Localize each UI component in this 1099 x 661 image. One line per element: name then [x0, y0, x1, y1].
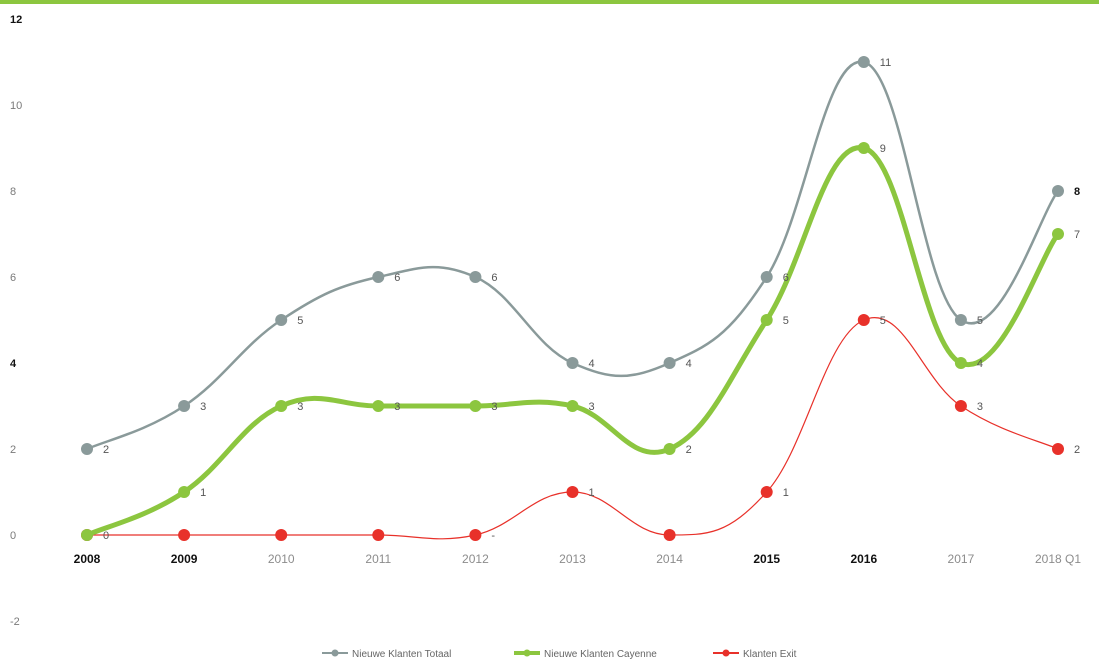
legend-marker-klanten-exit: [722, 649, 730, 657]
data-label-nieuwe-klanten-cayenne: 3: [491, 401, 497, 413]
data-label-nieuwe-klanten-cayenne: 4: [977, 358, 983, 370]
data-point-klanten-exit: [566, 486, 579, 498]
data-point-nieuwe-klanten-cayenne: [857, 142, 870, 154]
data-label-klanten-exit: 1: [589, 487, 595, 499]
data-label-nieuwe-klanten-totaal: 5: [977, 315, 983, 327]
data-label-nieuwe-klanten-totaal: 4: [686, 358, 692, 370]
data-point-nieuwe-klanten-cayenne: [372, 400, 385, 412]
data-point-nieuwe-klanten-cayenne: [954, 357, 967, 369]
data-label-nieuwe-klanten-cayenne: 3: [394, 401, 400, 413]
data-label-klanten-exit: -: [491, 530, 495, 542]
data-label-nieuwe-klanten-totaal: 6: [783, 272, 789, 284]
data-point-nieuwe-klanten-cayenne: [566, 400, 579, 412]
y-tick-label: 10: [10, 100, 22, 112]
data-label-nieuwe-klanten-cayenne: 2: [686, 444, 692, 456]
data-point-klanten-exit: [760, 486, 773, 498]
data-point-nieuwe-klanten-totaal: [566, 357, 579, 369]
x-tick-label: 2017: [948, 552, 975, 566]
data-label-nieuwe-klanten-totaal: 8: [1074, 186, 1080, 198]
data-point-nieuwe-klanten-totaal: [760, 271, 773, 283]
data-label-nieuwe-klanten-totaal: 6: [394, 272, 400, 284]
y-tick-label: -2: [10, 616, 20, 628]
data-point-klanten-exit: [275, 529, 288, 541]
y-tick-label: 6: [10, 272, 16, 284]
data-point-nieuwe-klanten-cayenne: [469, 400, 482, 412]
data-label-nieuwe-klanten-totaal: 2: [103, 444, 109, 456]
y-tick-label: 8: [10, 186, 16, 198]
data-label-klanten-exit: 3: [977, 401, 983, 413]
x-tick-label: 2016: [850, 552, 877, 566]
data-point-nieuwe-klanten-totaal: [372, 271, 385, 283]
x-tick-label: 2012: [462, 552, 489, 566]
legend-label-nieuwe-klanten-totaal: Nieuwe Klanten Totaal: [352, 649, 451, 660]
data-label-klanten-exit: 5: [880, 315, 886, 327]
data-point-klanten-exit: [178, 529, 191, 541]
x-tick-label: 2010: [268, 552, 295, 566]
legend-marker-nieuwe-klanten-cayenne: [523, 649, 531, 657]
x-tick-label: 2013: [559, 552, 586, 566]
data-label-nieuwe-klanten-cayenne: 3: [297, 401, 303, 413]
data-label-klanten-exit: 1: [783, 487, 789, 499]
data-point-klanten-exit: [954, 400, 967, 412]
x-tick-label: 2015: [753, 552, 780, 566]
y-tick-label: 2: [10, 444, 16, 456]
data-point-nieuwe-klanten-cayenne: [1052, 228, 1064, 240]
data-point-nieuwe-klanten-totaal: [663, 357, 676, 369]
x-tick-label: 2011: [365, 552, 391, 566]
data-point-nieuwe-klanten-totaal: [954, 314, 967, 326]
legend-label-nieuwe-klanten-cayenne: Nieuwe Klanten Cayenne: [544, 649, 657, 660]
legend-marker-nieuwe-klanten-totaal: [331, 649, 339, 657]
data-point-klanten-exit: [372, 529, 385, 541]
data-label-nieuwe-klanten-cayenne: 1: [200, 487, 206, 499]
data-point-nieuwe-klanten-totaal: [857, 56, 870, 68]
data-point-nieuwe-klanten-totaal: [178, 400, 191, 412]
x-tick-label: 2009: [171, 552, 198, 566]
data-label-nieuwe-klanten-cayenne: 9: [880, 143, 886, 155]
data-label-nieuwe-klanten-totaal: 5: [297, 315, 303, 327]
x-tick-label: 2014: [656, 552, 683, 566]
data-point-klanten-exit: [663, 529, 676, 541]
data-point-nieuwe-klanten-cayenne: [275, 400, 288, 412]
data-point-klanten-exit: [1052, 443, 1064, 455]
data-label-nieuwe-klanten-totaal: 6: [491, 272, 497, 284]
data-point-nieuwe-klanten-totaal: [469, 271, 482, 283]
data-point-nieuwe-klanten-totaal: [81, 443, 93, 455]
series-line-nieuwe-klanten-totaal: [85, 60, 1060, 451]
data-point-klanten-exit: [857, 314, 870, 326]
x-tick-label: 2018 Q1: [1035, 552, 1081, 566]
legend-label-klanten-exit: Klanten Exit: [743, 649, 797, 660]
x-tick-label: 2008: [74, 552, 101, 566]
data-point-nieuwe-klanten-totaal: [275, 314, 288, 326]
data-label-nieuwe-klanten-totaal: 3: [200, 401, 206, 413]
data-label-nieuwe-klanten-totaal: 4: [589, 358, 595, 370]
data-point-nieuwe-klanten-cayenne: [663, 443, 676, 455]
y-tick-label: 12: [10, 14, 22, 26]
data-label-nieuwe-klanten-cayenne: 5: [783, 315, 789, 327]
data-label-nieuwe-klanten-cayenne: 3: [589, 401, 595, 413]
data-point-nieuwe-klanten-cayenne: [760, 314, 773, 326]
data-label-klanten-exit: 2: [1074, 444, 1080, 456]
data-point-nieuwe-klanten-cayenne: [178, 486, 191, 498]
data-point-nieuwe-klanten-cayenne: [81, 529, 93, 541]
top-accent-rule: [0, 0, 1099, 4]
series-line-nieuwe-klanten-cayenne: [84, 145, 1061, 538]
data-label-nieuwe-klanten-cayenne: 7: [1074, 229, 1080, 241]
data-label-nieuwe-klanten-totaal: 11: [880, 57, 891, 69]
data-label-nieuwe-klanten-cayenne: 0: [103, 530, 109, 542]
y-tick-label: 4: [10, 358, 17, 370]
data-point-klanten-exit: [469, 529, 482, 541]
y-tick-label: 0: [10, 530, 16, 542]
series-line-klanten-exit: [86, 317, 1059, 540]
data-point-nieuwe-klanten-totaal: [1052, 185, 1064, 197]
